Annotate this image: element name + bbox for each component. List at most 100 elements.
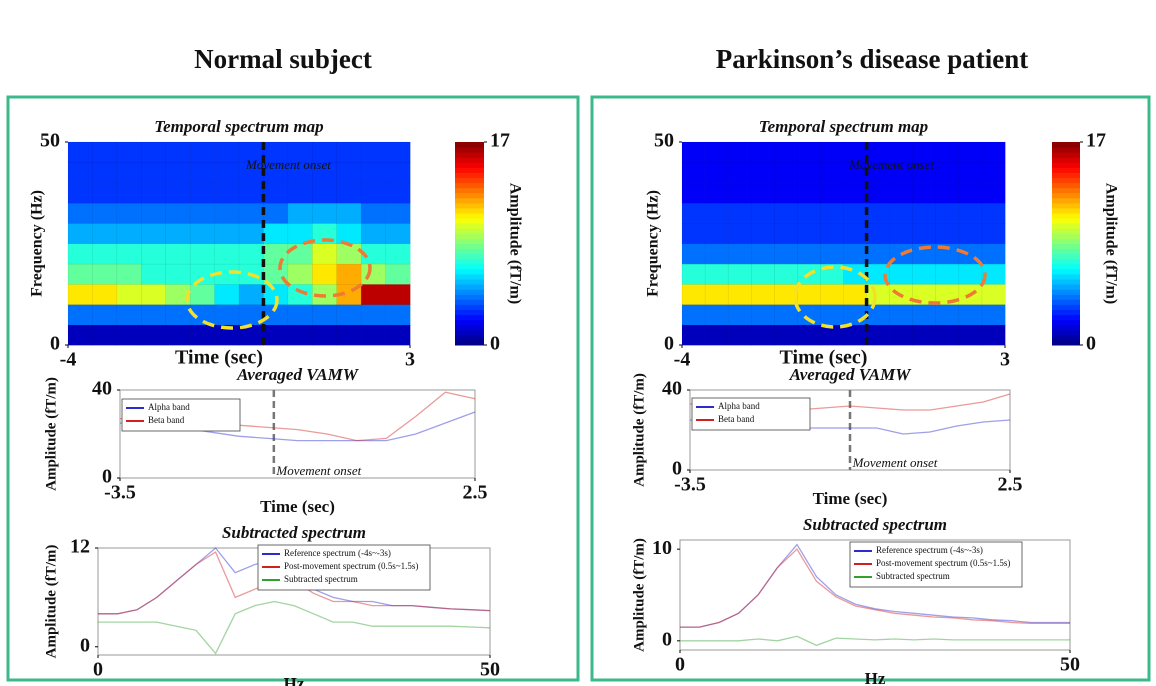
heat-cell (820, 283, 845, 305)
x-tick-label: 2.5 (463, 482, 488, 504)
heat-cell (165, 263, 191, 285)
heat-cell (681, 182, 706, 204)
colorbar-label: Amplitude (fT/m) (506, 183, 523, 304)
heat-cell (116, 304, 142, 326)
heat-cell (935, 202, 960, 224)
legend-label: Reference spectrum (-4s~-3s) (876, 545, 983, 555)
colorbar-step (455, 334, 484, 341)
heat-cell (727, 324, 752, 346)
x-axis-label: Time (sec) (780, 347, 868, 369)
heat-cell (385, 162, 411, 184)
chart-title: Averaged VAMW (236, 365, 360, 384)
heat-cell (681, 202, 706, 224)
heat-cell (681, 243, 706, 265)
colorbar-step (1052, 172, 1080, 179)
heat-cell (750, 243, 775, 265)
heat-cell (385, 141, 411, 163)
heat-cell (238, 202, 264, 224)
x-axis-label: Time (sec) (260, 497, 335, 516)
heat-cell (681, 263, 706, 285)
y-axis-label: Amplitude (fT/m) (631, 538, 647, 652)
heat-cell (820, 141, 845, 163)
panel-frame (590, 95, 1151, 682)
colorbar-step (455, 289, 484, 295)
legend-label: Alpha band (718, 401, 760, 411)
heat-cell (727, 243, 752, 265)
heat-cell (866, 243, 891, 265)
heat-cell (843, 243, 868, 265)
heat-cell (385, 263, 411, 285)
heat-cell (935, 263, 960, 285)
x-axis-label: Hz (284, 674, 305, 686)
colorbar-step (455, 213, 484, 219)
legend-label: Subtracted spectrum (876, 571, 950, 581)
heat-cell (385, 222, 411, 245)
heat-cell (797, 283, 821, 305)
heat-cell (238, 182, 264, 204)
colorbar-step (1052, 228, 1080, 234)
colorbar-step (1052, 253, 1080, 260)
heat-cell (141, 141, 167, 163)
series-line (680, 548, 1070, 628)
colorbar-step (455, 263, 484, 270)
heat-cell (92, 243, 118, 265)
heat-cell (67, 304, 93, 326)
heat-cell (912, 324, 937, 346)
heat-cell (704, 222, 729, 245)
heat-cell (958, 141, 983, 163)
heat-cell (287, 202, 313, 224)
colorbar-step (455, 238, 484, 244)
colorbar-step (455, 309, 484, 316)
colorbar-step (1052, 207, 1080, 214)
x-tick-label: -3.5 (674, 474, 706, 496)
heat-cell (336, 141, 362, 163)
colorbar-step (455, 147, 484, 153)
heat-cell (287, 304, 313, 326)
panel-frame (6, 95, 580, 682)
colorbar-tick-label: 17 (1086, 130, 1106, 152)
heat-cell (312, 182, 338, 204)
heat-cell (92, 141, 118, 163)
heat-cell (797, 304, 821, 326)
heat-cell (981, 324, 1006, 346)
y-tick-label: 50 (654, 130, 674, 152)
colorbar-step (455, 228, 484, 234)
legend-label: Beta band (148, 415, 185, 425)
colorbar-step (455, 279, 484, 285)
colorbar-step (1052, 284, 1080, 290)
heat-cell (866, 304, 891, 326)
heat-cell (141, 243, 167, 265)
heat-cell (92, 263, 118, 285)
heat-cell (889, 304, 914, 326)
colorbar-step (1052, 289, 1080, 295)
colorbar-step (1052, 319, 1080, 326)
colorbar-tick-label: 0 (1086, 333, 1096, 355)
heat-cell (681, 283, 706, 305)
heat-cell (750, 182, 775, 204)
chart-title: Temporal spectrum map (759, 117, 928, 136)
colorbar-step (1052, 142, 1080, 148)
heat-cell (681, 141, 706, 163)
x-tick-label: 2.5 (998, 474, 1023, 496)
legend-box (257, 544, 431, 591)
colorbar-step (1052, 299, 1080, 305)
heat-cell (336, 304, 362, 326)
colorbar-step (455, 177, 484, 184)
colorbar-step (455, 207, 484, 214)
y-tick-label: 12 (70, 536, 90, 558)
heat-cell (116, 162, 142, 184)
heat-cell (214, 182, 240, 204)
heat-cell (797, 162, 821, 184)
heat-cell (750, 202, 775, 224)
heat-cell (165, 324, 191, 346)
heat-cell (67, 324, 93, 346)
colorbar-step (455, 319, 484, 326)
heat-cell (263, 202, 289, 224)
colorbar-step (1052, 248, 1080, 255)
y-tick-label: 0 (102, 466, 112, 488)
heat-cell (67, 202, 93, 224)
heat-cell (774, 162, 798, 184)
heat-cell (263, 324, 289, 346)
heat-cell (681, 324, 706, 346)
heat-cell (958, 222, 983, 245)
